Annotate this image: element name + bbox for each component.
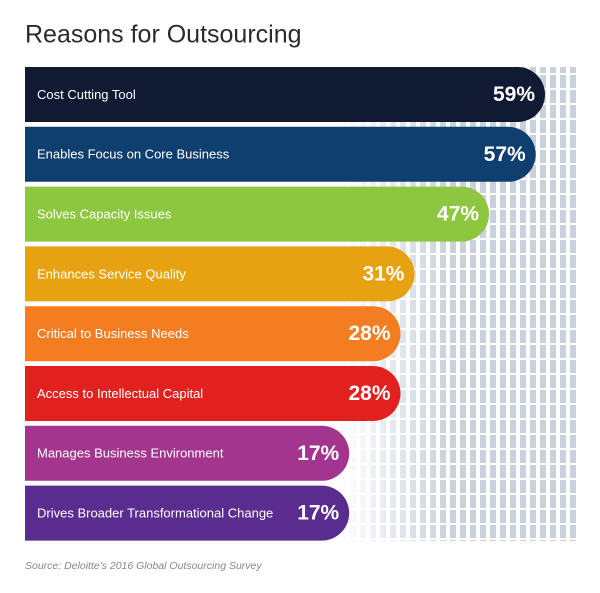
category-label: Enhances Service Quality [37, 266, 186, 281]
category-label: Drives Broader Transformational Change [37, 506, 273, 521]
chart-title: Reasons for Outsourcing [25, 21, 302, 49]
category-label: Manages Business Environment [37, 446, 224, 461]
value-label: 57% [484, 143, 526, 166]
category-label: Cost Cutting Tool [37, 87, 136, 102]
value-label: 28% [348, 322, 390, 345]
category-label: Access to Intellectual Capital [37, 386, 203, 401]
bar [25, 306, 401, 362]
bar [25, 485, 350, 541]
category-label: Enables Focus on Core Business [37, 147, 230, 162]
value-label: 47% [437, 203, 479, 226]
bar [25, 425, 350, 481]
bar [25, 126, 536, 182]
bar [25, 246, 415, 302]
value-label: 59% [493, 83, 535, 106]
category-label: Solves Capacity Issues [37, 207, 172, 222]
value-label: 17% [297, 502, 339, 525]
bar [25, 67, 545, 122]
bar [25, 186, 490, 242]
value-label: 31% [362, 262, 404, 285]
bar [25, 366, 401, 421]
source-note: Source: Deloitte's 2016 Global Outsourci… [25, 560, 262, 572]
value-label: 28% [348, 382, 390, 405]
value-label: 17% [297, 442, 339, 465]
category-label: Critical to Business Needs [37, 326, 189, 341]
